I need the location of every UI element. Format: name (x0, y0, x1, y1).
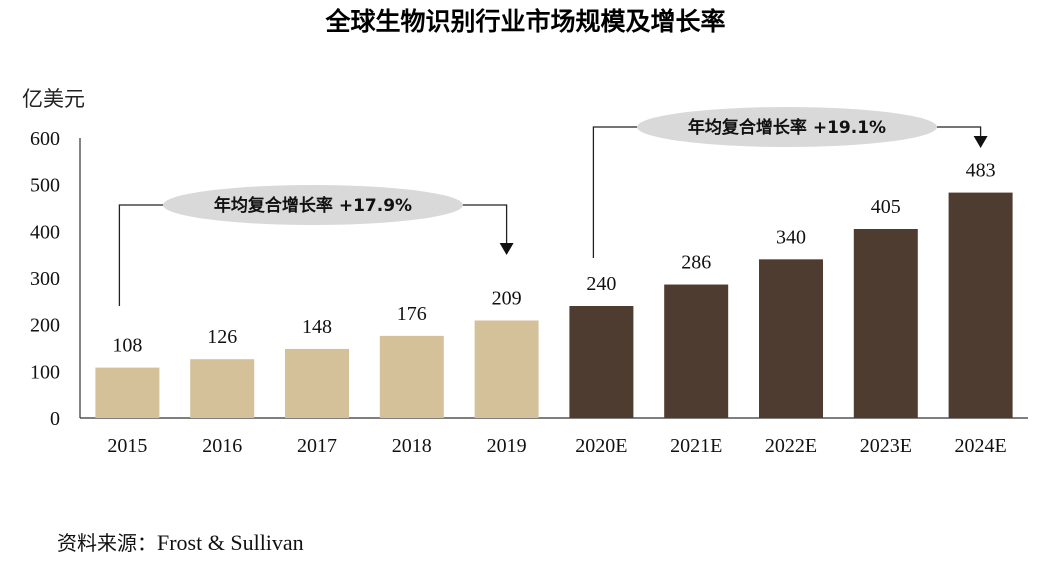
data-label-2015: 108 (112, 335, 142, 357)
y-tick-label: 600 (30, 128, 60, 150)
cagr-arrow-head-2 (973, 136, 988, 148)
source-note: 资料来源：Frost & Sullivan (57, 527, 304, 556)
y-tick-label: 500 (30, 175, 60, 197)
bar-2015 (95, 367, 160, 418)
bar-2017 (285, 348, 349, 418)
x-tick-label-2018: 2018 (392, 435, 432, 457)
bar-2019 (474, 320, 539, 418)
x-tick-label-2017: 2017 (297, 435, 337, 457)
x-tick-label-2015: 2015 (107, 435, 147, 457)
cagr-ellipse-2 (637, 107, 937, 147)
chart-title: 全球生物识别行业市场规模及增长率 (325, 7, 726, 36)
data-label-2024E: 483 (966, 160, 996, 182)
x-tick-label-2021E: 2021E (670, 435, 722, 457)
bar-2016 (190, 359, 255, 418)
source-text: Frost & Sullivan (157, 530, 304, 555)
x-tick-label-2023E: 2023E (860, 435, 912, 457)
bar-2023E (853, 229, 918, 418)
x-tick-label-2016: 2016 (202, 435, 242, 457)
bar-chart: 0 100 200 300 400 500 600 108 2015 126 2016 148 2017… (30, 107, 1028, 457)
data-label-2018: 176 (397, 303, 427, 325)
source-prefix: 资料来源： (57, 531, 157, 555)
data-label-2021E: 286 (681, 252, 711, 274)
y-tick-label: 200 (30, 315, 60, 337)
y-axis-unit-label: 亿美元 (22, 87, 85, 111)
data-label-2016: 126 (207, 326, 237, 348)
x-tick-label-2024E: 2024E (954, 435, 1006, 457)
cagr-label-2: 年均复合增长率 +19.1% (688, 117, 886, 138)
bar-2020E (569, 306, 634, 418)
cagr-ellipse-1 (163, 185, 463, 225)
x-tick-label-2022E: 2022E (765, 435, 817, 457)
x-tick-label-2019: 2019 (487, 435, 527, 457)
y-tick-label: 400 (30, 221, 60, 243)
cagr-arrow-head-1 (499, 243, 514, 255)
data-label-2023E: 405 (871, 196, 901, 218)
x-tick-label-2020E: 2020E (575, 435, 627, 457)
bar-2021E (664, 284, 729, 418)
bar-2024E (948, 192, 1013, 418)
data-label-2022E: 340 (776, 226, 806, 248)
data-label-2020E: 240 (586, 273, 616, 295)
bar-2018 (379, 335, 444, 418)
y-tick-label: 0 (50, 408, 60, 430)
cagr-label-1: 年均复合增长率 +17.9% (214, 195, 412, 216)
data-label-2017: 148 (302, 316, 332, 338)
data-label-2019: 209 (492, 287, 522, 309)
y-tick-label: 300 (30, 268, 60, 290)
bar-2022E (759, 259, 823, 418)
y-tick-label: 100 (30, 361, 60, 383)
